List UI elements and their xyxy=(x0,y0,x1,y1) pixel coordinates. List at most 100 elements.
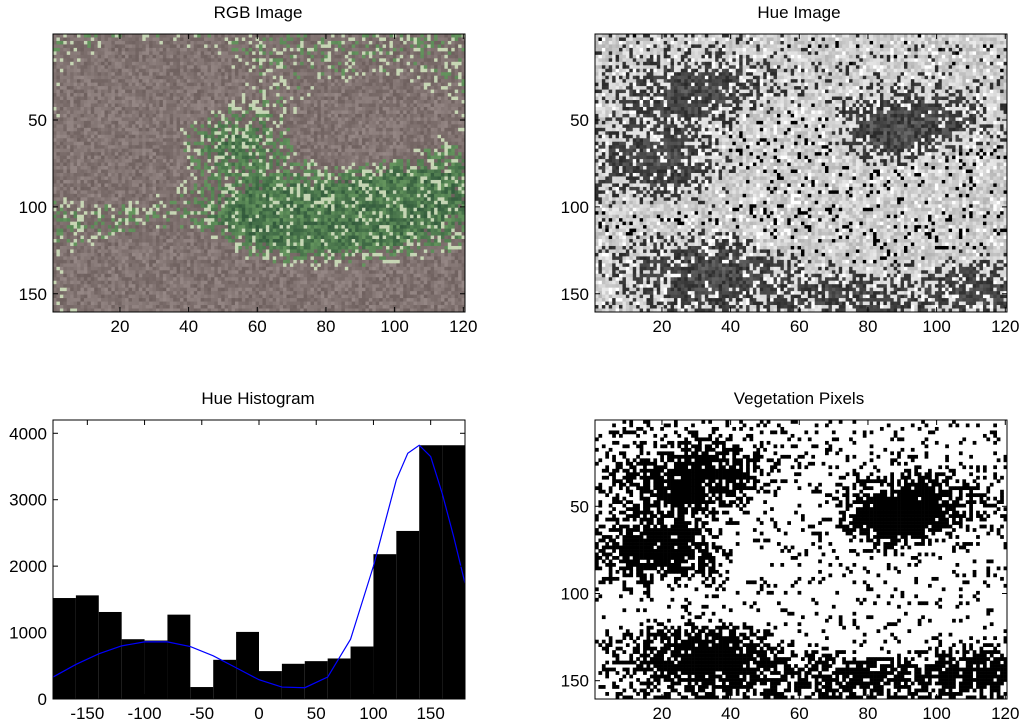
image-pixel xyxy=(324,162,328,167)
image-pixel xyxy=(180,89,184,94)
image-pixel xyxy=(135,117,140,122)
image-pixel xyxy=(310,148,315,153)
image-pixel xyxy=(286,34,291,38)
image-pixel xyxy=(66,138,71,143)
image-pixel xyxy=(451,103,455,108)
image-pixel xyxy=(413,169,418,174)
image-pixel xyxy=(186,131,191,136)
image-pixel xyxy=(403,68,407,73)
image-pixel xyxy=(399,75,404,80)
image-pixel xyxy=(430,124,435,129)
image-pixel xyxy=(307,141,311,146)
image-pixel xyxy=(389,79,394,83)
image-pixel xyxy=(289,166,294,170)
image-pixel xyxy=(56,138,61,143)
image-pixel xyxy=(138,40,143,45)
image-pixel xyxy=(114,106,119,111)
image-pixel xyxy=(131,169,136,174)
image-pixel xyxy=(279,173,284,177)
image-pixel xyxy=(152,51,157,56)
image-pixel xyxy=(125,51,129,56)
image-pixel xyxy=(437,47,442,52)
image-pixel xyxy=(379,127,383,132)
image-pixel xyxy=(152,100,157,104)
image-pixel xyxy=(224,169,229,174)
image-pixel xyxy=(458,120,462,125)
image-pixel xyxy=(73,37,78,42)
image-pixel xyxy=(241,159,246,163)
image-pixel xyxy=(344,138,349,143)
image-pixel xyxy=(313,65,318,70)
image-pixel xyxy=(382,120,387,125)
image-pixel xyxy=(296,131,301,136)
image-pixel xyxy=(56,75,61,80)
image-pixel xyxy=(337,100,342,104)
image-pixel xyxy=(379,58,383,63)
image-pixel xyxy=(166,141,171,146)
image-pixel xyxy=(121,103,126,108)
image-pixel xyxy=(279,68,284,73)
image-pixel xyxy=(87,131,92,136)
image-pixel xyxy=(210,82,215,87)
image-pixel xyxy=(80,131,85,136)
image-pixel xyxy=(296,86,301,90)
image-pixel xyxy=(458,47,462,52)
image-pixel xyxy=(324,159,328,163)
image-pixel xyxy=(272,47,277,52)
image-pixel xyxy=(320,120,325,125)
image-pixel xyxy=(451,124,455,129)
image-pixel xyxy=(180,40,184,45)
image-pixel xyxy=(344,47,349,52)
image-pixel xyxy=(327,148,332,153)
image-pixel xyxy=(77,141,81,146)
image-pixel xyxy=(111,113,116,118)
image-pixel xyxy=(145,155,150,160)
image-pixel xyxy=(416,169,421,174)
image-pixel xyxy=(296,40,301,45)
image-pixel xyxy=(207,166,212,170)
image-pixel xyxy=(303,34,308,38)
image-pixel xyxy=(66,93,71,97)
image-pixel xyxy=(162,138,167,143)
image-pixel xyxy=(183,162,188,167)
image-pixel xyxy=(53,89,57,94)
image-pixel xyxy=(389,134,394,139)
image-pixel xyxy=(416,106,421,111)
image-pixel xyxy=(327,93,332,97)
image-pixel xyxy=(111,173,116,177)
image-pixel xyxy=(97,93,102,97)
image-pixel xyxy=(73,127,78,132)
image-pixel xyxy=(162,37,167,42)
image-pixel xyxy=(410,34,414,38)
image-pixel xyxy=(162,82,167,87)
image-pixel xyxy=(334,155,339,160)
image-pixel xyxy=(276,155,280,160)
image-pixel xyxy=(382,72,387,76)
image-pixel xyxy=(389,162,394,167)
image-pixel xyxy=(331,117,335,122)
image-pixel xyxy=(204,155,208,160)
image-pixel xyxy=(396,138,401,143)
image-pixel xyxy=(444,141,449,146)
image-pixel xyxy=(337,145,342,149)
image-pixel xyxy=(437,68,442,73)
image-pixel xyxy=(210,79,215,83)
image-pixel xyxy=(269,134,274,139)
image-pixel xyxy=(159,141,164,146)
image-pixel xyxy=(166,131,171,136)
image-pixel xyxy=(327,79,332,83)
image-pixel xyxy=(279,54,284,59)
image-pixel xyxy=(56,96,61,101)
image-pixel xyxy=(259,155,263,160)
image-pixel xyxy=(186,75,191,80)
image-pixel xyxy=(190,152,195,156)
image-pixel xyxy=(307,61,311,66)
image-pixel xyxy=(183,155,188,160)
image-pixel xyxy=(403,82,407,87)
image-pixel xyxy=(169,61,174,66)
image-pixel xyxy=(70,100,74,104)
image-pixel xyxy=(386,72,390,76)
image-pixel xyxy=(269,110,274,115)
image-pixel xyxy=(269,141,274,146)
image-pixel xyxy=(70,155,74,160)
